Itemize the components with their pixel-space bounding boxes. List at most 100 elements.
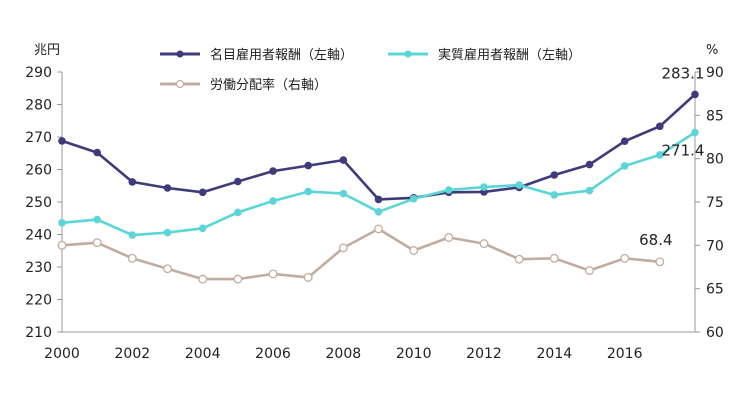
data-point-labor-share	[198, 274, 208, 284]
legend-marker-labor-share	[175, 79, 185, 89]
data-point-real	[445, 186, 453, 194]
data-point-real	[656, 151, 664, 159]
data-point-real	[58, 219, 66, 227]
x-tick-label: 2002	[115, 346, 151, 362]
annotations: 283.1 271.4 68.4	[639, 64, 704, 248]
data-point-nominal	[304, 161, 313, 170]
data-point-labor-share	[127, 253, 137, 263]
data-point-labor-share	[268, 269, 278, 279]
data-point-nominal	[58, 137, 66, 145]
data-point-real	[163, 228, 172, 237]
data-label-real: 271.4	[662, 141, 705, 159]
legend-item-real: 実質雇用者報酬（左軸）	[388, 47, 581, 63]
data-point-nominal	[691, 90, 699, 99]
right-tick-label: 70	[706, 238, 724, 254]
data-point-labor-share	[620, 253, 630, 263]
x-axis-ticks: 2000 2002 2004 2006 2008 2010 2012 2014 2016	[44, 346, 642, 362]
data-point-nominal	[374, 195, 383, 204]
data-point-nominal	[656, 122, 664, 131]
right-tick-label: 90	[706, 65, 724, 81]
data-point-nominal	[550, 171, 559, 179]
right-tick-label: 60	[706, 325, 724, 341]
data-point-nominal	[620, 137, 629, 145]
data-point-real	[480, 183, 488, 191]
data-point-real	[691, 128, 699, 137]
right-tick-label: 75	[706, 195, 724, 211]
data-point-labor-share	[514, 254, 524, 264]
left-tick-label: 250	[25, 195, 52, 211]
data-label-nominal: 283.1	[662, 64, 705, 82]
data-point-nominal	[234, 177, 242, 186]
left-axis-unit: 兆円	[34, 43, 60, 58]
legend-label-real: 実質雇用者報酬（左軸）	[438, 47, 581, 63]
left-tick-label: 270	[25, 130, 52, 146]
x-tick-label: 2014	[537, 346, 573, 362]
data-point-nominal	[585, 160, 594, 169]
data-point-labor-share	[655, 257, 665, 267]
right-axis-unit: %	[706, 43, 718, 58]
left-tick-label: 290	[25, 65, 52, 81]
data-point-real	[304, 187, 313, 196]
data-point-real	[585, 186, 594, 195]
data-point-real	[515, 181, 523, 189]
data-point-real	[128, 231, 137, 239]
data-point-real	[198, 224, 207, 233]
legend-marker-nominal	[176, 50, 184, 58]
right-tick-label: 65	[706, 282, 724, 298]
left-tick-label: 260	[25, 163, 52, 179]
data-point-nominal	[269, 167, 277, 175]
data-point-nominal	[128, 178, 137, 186]
data-point-labor-share	[338, 243, 348, 253]
data-point-labor-share	[409, 246, 419, 255]
data-label-labor-share: 68.4	[639, 231, 672, 249]
data-point-real	[234, 208, 242, 217]
data-point-real	[269, 197, 277, 205]
data-point-nominal	[339, 156, 348, 164]
series-line-labor-share	[61, 227, 660, 281]
x-tick-label: 2006	[255, 346, 291, 362]
data-point-real	[620, 162, 629, 170]
data-point-labor-share	[585, 266, 594, 275]
left-tick-label: 230	[25, 260, 52, 276]
data-point-nominal	[163, 184, 172, 192]
legend: 名目雇用者報酬（左軸） 実質雇用者報酬（左軸） 労働分配率（右軸）	[160, 47, 581, 93]
x-tick-label: 2012	[466, 346, 502, 362]
data-point-labor-share	[444, 233, 454, 242]
x-tick-label: 2000	[44, 346, 80, 362]
data-point-labor-share	[92, 238, 102, 248]
right-tick-label: 80	[706, 152, 724, 168]
left-tick-label: 280	[25, 98, 52, 114]
data-point-real	[550, 191, 559, 199]
data-point-labor-share	[163, 264, 172, 274]
data-point-nominal	[198, 188, 207, 197]
data-point-real	[374, 208, 383, 216]
x-tick-label: 2016	[607, 346, 643, 362]
data-point-labor-share	[374, 224, 383, 234]
legend-label-nominal: 名目雇用者報酬（左軸）	[210, 47, 353, 63]
legend-label-labor-share: 労働分配率（右軸）	[210, 77, 327, 93]
data-point-nominal	[93, 148, 101, 157]
right-tick-label: 85	[706, 108, 724, 124]
left-tick-label: 220	[25, 293, 52, 309]
left-axis-ticks: 210 220 230 240 250 260 270 280 290	[25, 65, 62, 341]
x-tick-label: 2010	[396, 346, 432, 362]
data-point-labor-share	[479, 239, 489, 249]
data-point-labor-share	[549, 253, 559, 263]
data-point-labor-share	[57, 240, 67, 250]
data-point-real	[93, 215, 101, 224]
left-tick-label: 210	[25, 325, 52, 341]
data-point-real	[409, 195, 418, 203]
legend-item-labor-share: 労働分配率（右軸）	[160, 77, 327, 93]
legend-item-nominal: 名目雇用者報酬（左軸）	[160, 47, 353, 63]
left-tick-label: 240	[25, 228, 52, 244]
x-tick-label: 2008	[326, 346, 362, 362]
right-axis-ticks: 60 65 70 75 80 85 90	[695, 65, 724, 341]
legend-marker-real	[404, 50, 412, 58]
data-point-labor-share	[303, 272, 313, 282]
data-point-labor-share	[233, 274, 243, 284]
x-tick-label: 2004	[185, 346, 221, 362]
data-point-real	[339, 189, 348, 198]
series-layer	[57, 90, 699, 284]
